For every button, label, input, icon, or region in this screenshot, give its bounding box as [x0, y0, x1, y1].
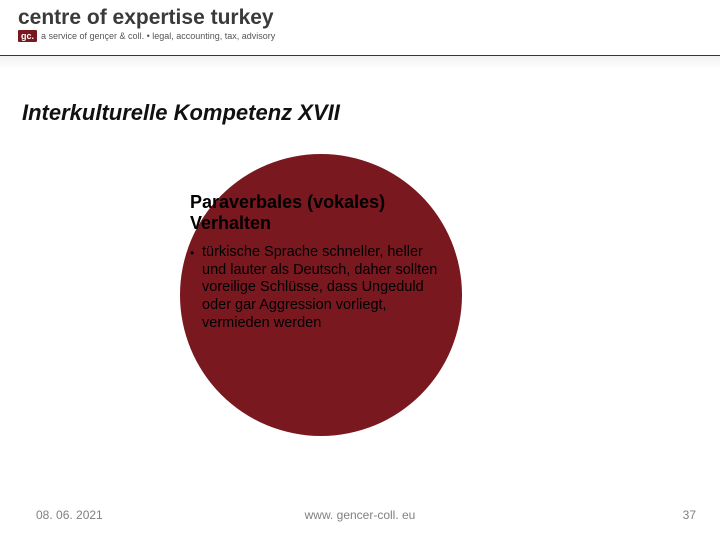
list-item: • türkische Sprache schneller, heller un… [190, 244, 438, 332]
brand-badge: gc. [18, 30, 37, 42]
slide-title: Interkulturelle Kompetenz XVII [22, 100, 340, 126]
page-number: 37 [683, 508, 696, 522]
bullet-text: türkische Sprache schneller, heller und … [202, 244, 438, 332]
header: centre of expertise turkey gc. a service… [0, 0, 720, 62]
brand-logo: centre of expertise turkey gc. a service… [18, 6, 275, 50]
brand-subline: gc. a service of gençer & coll. • legal,… [18, 30, 275, 42]
bullet-icon: • [190, 244, 202, 332]
footer-url: www. gencer-coll. eu [0, 508, 720, 522]
slide: centre of expertise turkey gc. a service… [0, 0, 720, 540]
content-body: • türkische Sprache schneller, heller un… [190, 244, 438, 332]
content-heading: Paraverbales (vokales) Verhalten [190, 192, 440, 233]
brand-tagline: a service of gençer & coll. • legal, acc… [41, 31, 275, 41]
footer: 08. 06. 2021 www. gencer-coll. eu 37 [0, 502, 720, 522]
header-shadow [0, 56, 720, 70]
brand-name: centre of expertise turkey [18, 6, 274, 30]
